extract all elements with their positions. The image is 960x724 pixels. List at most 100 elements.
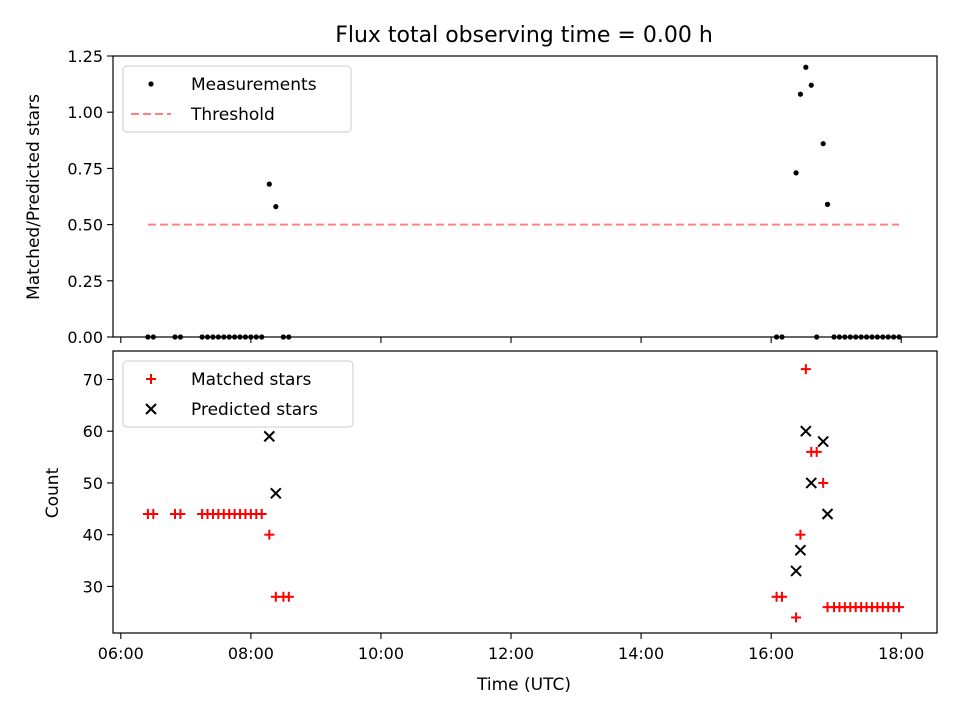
matched-star-marker bbox=[811, 446, 822, 457]
measurement-point bbox=[853, 334, 859, 340]
matched-star-marker bbox=[776, 591, 787, 602]
matched-star-marker bbox=[283, 591, 294, 602]
top-y-tick-label: 0.75 bbox=[67, 159, 103, 178]
matched-star-marker bbox=[791, 612, 802, 623]
measurement-point bbox=[237, 334, 243, 340]
measurement-point bbox=[280, 334, 286, 340]
legend-label: Measurements bbox=[191, 75, 317, 95]
measurement-point bbox=[779, 334, 785, 340]
measurement-point bbox=[858, 334, 864, 340]
measurement-point bbox=[820, 141, 826, 147]
measurement-point bbox=[248, 334, 254, 340]
x-tick-label: 08:00 bbox=[228, 644, 274, 663]
predicted-star-marker bbox=[794, 544, 807, 556]
matched-star-marker bbox=[800, 364, 811, 375]
predicted-star-marker bbox=[270, 487, 282, 500]
measurement-point bbox=[266, 181, 272, 187]
measurement-point bbox=[803, 64, 809, 70]
matched-star-marker bbox=[818, 477, 829, 488]
x-tick-label: 18:00 bbox=[878, 644, 924, 663]
x-tick-label: 12:00 bbox=[488, 644, 534, 663]
top-y-tick-label: 0.00 bbox=[67, 328, 103, 347]
legend-handle-matched bbox=[146, 374, 156, 384]
top-y-tick-label: 0.50 bbox=[67, 216, 103, 235]
x-axis-label: Time (UTC) bbox=[476, 675, 571, 695]
measurement-point bbox=[808, 82, 814, 88]
legend-label: Matched stars bbox=[191, 370, 311, 390]
predicted-star-marker bbox=[790, 565, 802, 577]
top-y-axis-label: Matched/Predicted stars bbox=[24, 94, 44, 300]
legend-handle-predicted bbox=[145, 403, 157, 415]
measurement-point bbox=[226, 334, 232, 340]
matched-star-marker bbox=[148, 508, 159, 519]
bottom-axes: 30 40 50 60 70 06:00 08:00 10:00 12:00 14:00 16:00… bbox=[83, 350, 938, 663]
legend-label: Predicted stars bbox=[191, 400, 318, 420]
top-y-tick-label: 0.25 bbox=[67, 272, 103, 291]
measurement-point bbox=[869, 334, 875, 340]
x-tick-label: 06:00 bbox=[98, 644, 144, 663]
measurement-point bbox=[874, 334, 880, 340]
matched-star-marker bbox=[175, 508, 186, 519]
measurement-point bbox=[145, 334, 151, 340]
measurement-point bbox=[847, 334, 853, 340]
legend-handle-measurements bbox=[148, 81, 154, 87]
predicted-star-marker bbox=[817, 435, 829, 448]
top-legend: Measurements Threshold bbox=[122, 65, 352, 133]
matched-star-marker bbox=[264, 529, 275, 540]
measurement-point bbox=[259, 334, 265, 340]
measurement-point bbox=[814, 334, 820, 340]
bottom-y-axis-label: Count bbox=[43, 467, 63, 518]
bottom-y-tick-label: 70 bbox=[83, 370, 103, 389]
measurement-point bbox=[885, 334, 891, 340]
bottom-y-tick-label: 60 bbox=[83, 422, 103, 441]
matched-star-marker bbox=[894, 602, 905, 613]
measurement-point bbox=[273, 204, 279, 210]
legend-label: Threshold bbox=[190, 105, 275, 125]
measurement-point bbox=[199, 334, 205, 340]
top-axes: 0.00 0.25 0.50 0.75 1.00 1.25 Measurements Thre… bbox=[67, 47, 938, 347]
measurement-point bbox=[232, 334, 238, 340]
x-tick-label: 14:00 bbox=[618, 644, 664, 663]
top-legend-box bbox=[122, 65, 352, 133]
measurement-point bbox=[253, 334, 259, 340]
measurement-point bbox=[221, 334, 227, 340]
bottom-y-tick-label: 40 bbox=[83, 526, 103, 545]
measurement-point bbox=[204, 334, 211, 340]
matched-star-marker bbox=[795, 529, 806, 540]
measurement-point bbox=[793, 170, 799, 176]
measurement-point bbox=[242, 334, 249, 340]
measurement-point bbox=[773, 334, 780, 340]
measurement-point bbox=[797, 91, 804, 97]
top-y-tick-label: 1.25 bbox=[67, 47, 103, 66]
measurement-point bbox=[824, 201, 831, 207]
measurement-point bbox=[896, 334, 902, 340]
measurement-point bbox=[215, 334, 221, 340]
bottom-legend: Matched stars Predicted stars bbox=[122, 360, 354, 428]
measurement-point bbox=[836, 334, 843, 340]
bottom-y-tick-label: 50 bbox=[83, 474, 103, 493]
measurement-point bbox=[172, 334, 178, 340]
measurement-point bbox=[842, 334, 848, 340]
top-y-tick-label: 1.00 bbox=[67, 103, 103, 122]
measurement-point bbox=[150, 334, 156, 340]
bottom-plot-frame bbox=[112, 350, 938, 634]
chart-title: Flux total observing time = 0.00 h bbox=[335, 23, 713, 48]
bottom-y-tick-label: 30 bbox=[83, 577, 103, 596]
measurement-point bbox=[880, 334, 886, 340]
measurement-point bbox=[891, 334, 897, 340]
predicted-star-marker bbox=[263, 430, 276, 443]
top-plot-frame bbox=[112, 55, 938, 338]
bottom-legend-box bbox=[122, 360, 354, 428]
x-tick-label: 16:00 bbox=[748, 644, 794, 663]
measurement-point bbox=[177, 334, 184, 340]
predicted-star-marker bbox=[800, 425, 812, 437]
measurement-point bbox=[286, 334, 292, 340]
matched-star-marker bbox=[256, 508, 267, 519]
measurement-point bbox=[210, 334, 216, 340]
predicted-star-marker bbox=[821, 508, 834, 520]
measurement-point bbox=[863, 334, 870, 340]
predicted-star-marker bbox=[805, 477, 817, 489]
measurement-point bbox=[831, 334, 837, 340]
